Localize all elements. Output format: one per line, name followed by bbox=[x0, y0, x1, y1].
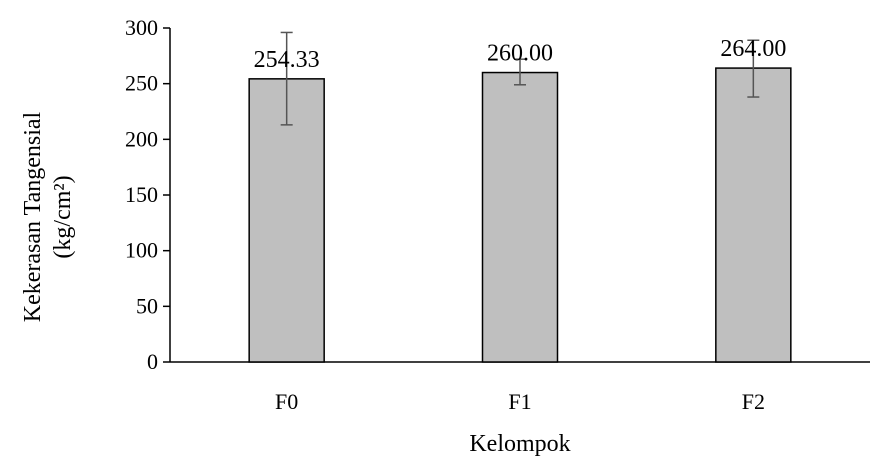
x-axis-title: Kelompok bbox=[469, 431, 570, 457]
y-tick-label: 0 bbox=[147, 349, 158, 374]
data-label-f2: 264.00 bbox=[720, 36, 786, 62]
bar-f2 bbox=[715, 67, 792, 363]
y-axis-title-line2: (kg/cm²) bbox=[50, 175, 76, 258]
y-tick-label: 100 bbox=[125, 238, 158, 263]
error-bar-f2 bbox=[747, 39, 760, 98]
y-tick-label: 150 bbox=[125, 182, 158, 207]
y-ticks: 0 50 100 150 200 250 300 bbox=[125, 15, 170, 374]
y-tick-label: 200 bbox=[125, 126, 158, 151]
y-axis-title-line1: Kekerasan Tangensial bbox=[20, 111, 46, 322]
y-tick-label: 50 bbox=[136, 293, 158, 318]
bar-f0 bbox=[248, 78, 325, 363]
bar-f1 bbox=[481, 71, 559, 363]
error-bar-f1 bbox=[514, 58, 526, 86]
x-tick-label-f1: F1 bbox=[508, 389, 531, 414]
x-ticks: F0 F1 F2 bbox=[275, 389, 765, 414]
data-label-f0: 254.33 bbox=[254, 47, 320, 73]
error-bar-f0 bbox=[280, 31, 293, 126]
data-label-f1: 260.00 bbox=[487, 41, 553, 67]
x-tick-label-f0: F0 bbox=[275, 389, 298, 414]
y-tick-label: 300 bbox=[125, 15, 158, 40]
x-tick-label-f2: F2 bbox=[742, 389, 765, 414]
bars: 254.33 260.00 264.00 bbox=[248, 31, 792, 363]
y-tick-label: 250 bbox=[125, 71, 158, 96]
